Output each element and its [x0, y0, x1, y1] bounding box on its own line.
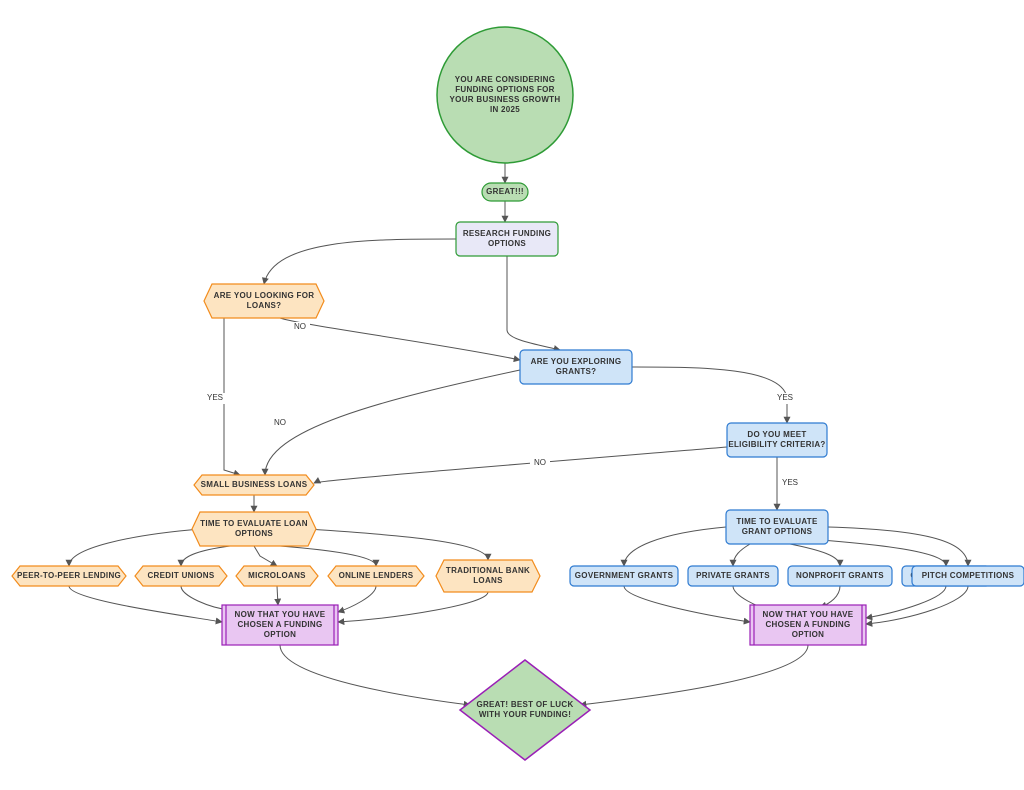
node-text: CHOSEN A FUNDING [237, 620, 322, 629]
node-grant3: NONPROFIT GRANTS [788, 566, 892, 586]
edge [280, 318, 520, 360]
node-text: ARE YOU LOOKING FOR [214, 291, 315, 300]
edge [790, 544, 840, 566]
node-text: GREAT!!! [486, 187, 524, 196]
node-text: ELIGIBILITY CRITERIA? [728, 440, 825, 449]
node-text: CREDIT UNIONS [147, 571, 214, 580]
node-loan4: ONLINE LENDERS [328, 566, 424, 586]
edge [264, 239, 456, 284]
node-text: CHOSEN A FUNDING [765, 620, 850, 629]
node-text: NOW THAT YOU HAVE [763, 610, 854, 619]
edge [820, 586, 840, 607]
node-text: YOUR BUSINESS GROWTH [450, 95, 561, 104]
node-text: OPTION [264, 630, 296, 639]
edge [280, 645, 470, 705]
edge-label: NO [274, 418, 286, 427]
node-text: LOANS [473, 576, 503, 585]
edge [181, 546, 230, 566]
node-grant2: PRIVATE GRANTS [688, 566, 778, 586]
edge [733, 544, 750, 566]
edge [308, 529, 488, 560]
node-loan2: CREDIT UNIONS [135, 566, 227, 586]
node-text: OPTION [792, 630, 824, 639]
edge-label: NO [294, 322, 306, 331]
node-text: ARE YOU EXPLORING [531, 357, 622, 366]
node-q_loans: ARE YOU LOOKING FORLOANS? [204, 284, 324, 318]
edge [828, 527, 968, 566]
node-text: NONPROFIT GRANTS [796, 571, 884, 580]
node-loan1: PEER-TO-PEER LENDING [12, 566, 126, 586]
node-text: PITCH COMPETITIONS [922, 571, 1015, 580]
edge-label: YES [207, 393, 223, 402]
node-text: OPTIONS [488, 239, 526, 248]
node-text: GRANTS? [556, 367, 597, 376]
edge [624, 527, 726, 566]
node-text: MICROLOANS [248, 571, 306, 580]
node-text: PRIVATE GRANTS [696, 571, 770, 580]
edge [254, 546, 277, 566]
flowchart-canvas: NO YES NO YES NO YES YOU ARE CONSIDERINGFUNDIN… [0, 0, 1024, 790]
node-text: TIME TO EVALUATE [736, 517, 818, 526]
node-end: GREAT! BEST OF LUCKWITH YOUR FUNDING! [460, 660, 590, 760]
edge [507, 256, 560, 350]
node-sbl: SMALL BUSINESS LOANS [194, 475, 314, 495]
node-great: GREAT!!! [482, 183, 528, 201]
edge [314, 447, 727, 483]
edge [338, 592, 488, 622]
edge [624, 586, 750, 622]
node-chosen_r: NOW THAT YOU HAVECHOSEN A FUNDINGOPTION [750, 605, 866, 645]
edge [265, 370, 520, 475]
nodes-group: YOU ARE CONSIDERINGFUNDING OPTIONS FORYO… [12, 27, 1024, 760]
edge-label: YES [777, 393, 793, 402]
node-text: IN 2025 [490, 105, 520, 114]
node-text: LOANS? [247, 301, 282, 310]
node-loan3: MICROLOANS [236, 566, 318, 586]
node-text: GREAT! BEST OF LUCK [476, 700, 573, 709]
edge [224, 318, 240, 475]
node-text: DO YOU MEET [747, 430, 806, 439]
edge [632, 367, 787, 423]
edge [277, 586, 278, 605]
node-text: RESEARCH FUNDING [463, 229, 551, 238]
node-grant1: GOVERNMENT GRANTS [570, 566, 678, 586]
node-text: NOW THAT YOU HAVE [235, 610, 326, 619]
edge [69, 586, 222, 622]
node-chosen_l: NOW THAT YOU HAVECHOSEN A FUNDINGOPTION [222, 605, 338, 645]
node-text: PEER-TO-PEER LENDING [17, 571, 121, 580]
edge [280, 546, 376, 566]
node-q_elig: DO YOU MEETELIGIBILITY CRITERIA? [727, 423, 827, 457]
node-text: GRANT OPTIONS [742, 527, 813, 536]
node-text: WITH YOUR FUNDING! [479, 710, 571, 719]
node-start: YOU ARE CONSIDERINGFUNDING OPTIONS FORYO… [437, 27, 573, 163]
node-loan5: TRADITIONAL BANKLOANS [436, 560, 540, 592]
node-q_grants: ARE YOU EXPLORINGGRANTS? [520, 350, 632, 384]
node-text: FUNDING OPTIONS FOR [455, 85, 554, 94]
edge-label: YES [782, 478, 798, 487]
node-research: RESEARCH FUNDINGOPTIONS [456, 222, 558, 256]
node-eval_grant: TIME TO EVALUATEGRANT OPTIONS [726, 510, 828, 544]
edge [580, 645, 808, 705]
edge [866, 586, 946, 618]
edge [69, 529, 200, 566]
node-grant5b: PITCH COMPETITIONS [912, 566, 1024, 586]
node-text: GOVERNMENT GRANTS [575, 571, 674, 580]
node-text: TRADITIONAL BANK [446, 566, 530, 575]
node-text: OPTIONS [235, 529, 273, 538]
node-text: TIME TO EVALUATE LOAN [200, 519, 308, 528]
node-eval_loan: TIME TO EVALUATE LOANOPTIONS [192, 512, 316, 546]
edge [338, 586, 376, 612]
node-text: YOU ARE CONSIDERING [455, 75, 556, 84]
edge-label: NO [534, 458, 546, 467]
node-text: SMALL BUSINESS LOANS [201, 480, 308, 489]
node-text: ONLINE LENDERS [339, 571, 414, 580]
